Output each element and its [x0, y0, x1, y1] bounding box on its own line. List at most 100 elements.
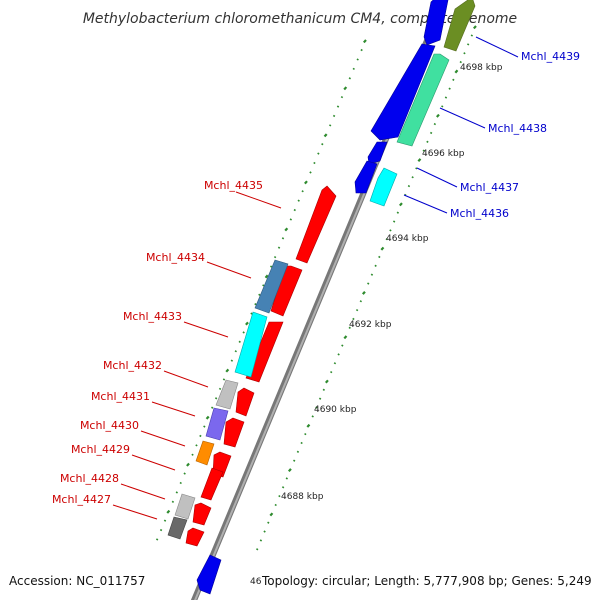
- minor-tick: [441, 105, 444, 108]
- minor-tick: [422, 149, 425, 152]
- minor-tick: [332, 114, 336, 118]
- gene-mchl-4428[interactable]: [174, 493, 196, 520]
- gene-label-mchl-4435[interactable]: Mchl_4435: [204, 179, 263, 192]
- minor-tick: [269, 265, 273, 268]
- minor-tick: [179, 481, 182, 485]
- minor-tick: [297, 199, 300, 202]
- gene-label-mchl-4434[interactable]: Mchl_4434: [146, 251, 205, 264]
- minor-tick: [289, 218, 293, 221]
- major-tick: [304, 180, 308, 185]
- gene-mchl-4437[interactable]: [367, 141, 388, 165]
- minor-tick: [300, 441, 303, 445]
- gene-block-red-7[interactable]: [192, 502, 212, 526]
- minor-tick: [348, 326, 351, 329]
- major-tick: [269, 512, 274, 517]
- major-tick: [264, 274, 269, 279]
- gene-label-mchl-4429[interactable]: Mchl_4429: [71, 443, 130, 456]
- minor-tick: [259, 539, 263, 542]
- gene-label-mchl-4433[interactable]: Mchl_4433: [123, 310, 182, 323]
- minor-tick: [273, 255, 277, 259]
- gene-label-mchl-4427[interactable]: Mchl_4427: [52, 493, 111, 506]
- gene-label-mchl-4436[interactable]: Mchl_4436: [450, 207, 509, 220]
- minor-tick: [463, 52, 466, 55]
- major-tick: [399, 202, 403, 207]
- accession-text: Accession: NC_011757: [9, 574, 146, 588]
- reverse-strand: [167, 185, 337, 547]
- minor-tick: [411, 176, 414, 179]
- minor-tick: [262, 284, 265, 287]
- minor-tick: [348, 77, 352, 80]
- major-tick: [363, 39, 367, 44]
- minor-tick: [278, 494, 281, 498]
- major-tick: [287, 468, 292, 473]
- gene-label-mchl-4439[interactable]: Mchl_4439: [521, 50, 580, 63]
- minor-tick: [340, 95, 344, 99]
- gene-block-blue-long[interactable]: [370, 43, 436, 141]
- gene-mchl-4429[interactable]: [200, 467, 224, 501]
- major-tick: [417, 158, 422, 163]
- minor-tick: [448, 87, 451, 90]
- leader-line: [140, 430, 186, 447]
- gene-label-mchl-4431[interactable]: Mchl_4431: [91, 390, 150, 403]
- minor-tick: [396, 211, 400, 214]
- minor-tick: [322, 388, 326, 392]
- minor-tick: [175, 491, 179, 494]
- minor-tick: [211, 406, 214, 409]
- minor-tick: [214, 397, 218, 400]
- gene-mchl-4427[interactable]: [167, 516, 188, 540]
- minor-tick: [367, 282, 370, 285]
- leader-line: [206, 261, 252, 279]
- leader-line: [120, 483, 166, 500]
- major-tick: [186, 462, 190, 467]
- gene-block-red-5[interactable]: [223, 417, 245, 448]
- gene-mchl-4436[interactable]: [369, 167, 398, 207]
- gene-mchl-4431[interactable]: [205, 407, 229, 441]
- gene-block-blue-top[interactable]: [423, 0, 449, 46]
- forward-strand: [196, 0, 476, 595]
- gene-label-mchl-4432[interactable]: Mchl_4432: [103, 359, 162, 372]
- gene-mchl-4439[interactable]: [443, 0, 476, 52]
- gene-label-mchl-4437[interactable]: Mchl_4437: [460, 181, 519, 194]
- gene-block-red-4[interactable]: [235, 387, 255, 417]
- tick-label: 46: [250, 577, 262, 587]
- tick-label: 4692 kbp: [349, 320, 392, 330]
- gene-mchl-4434[interactable]: [254, 259, 289, 314]
- leader-line: [475, 36, 519, 58]
- minor-tick: [356, 58, 359, 61]
- minor-tick: [281, 486, 285, 489]
- minor-tick: [242, 331, 245, 334]
- gene-label-mchl-4430[interactable]: Mchl_4430: [80, 419, 139, 432]
- tick-marks: 4698 kbp 4696 kbp 4694 kbp 4692 kbp 4690 kbp…: [155, 25, 503, 587]
- tick-label: 4696 kbp: [422, 149, 465, 159]
- leader-line: [439, 107, 486, 129]
- gene-block-blue-small[interactable]: [354, 160, 378, 194]
- minor-tick: [328, 124, 332, 127]
- minor-tick: [267, 521, 270, 524]
- minor-tick: [258, 293, 261, 296]
- gene-mchl-4432[interactable]: [215, 379, 239, 410]
- gene-labels: Mchl_4439 Mchl_4438 Mchl_4437 Mchl_4436 Mchl…: [52, 36, 580, 520]
- minor-tick: [311, 415, 314, 418]
- minor-tick: [313, 161, 316, 165]
- gene-mchl-4430[interactable]: [195, 440, 215, 466]
- gene-block-red-8[interactable]: [185, 527, 205, 547]
- minor-tick: [301, 190, 304, 193]
- minor-tick: [407, 184, 411, 188]
- gene-mchl-4433[interactable]: [234, 311, 268, 378]
- minor-tick: [470, 34, 474, 37]
- minor-tick: [389, 229, 392, 232]
- gene-mchl-4435[interactable]: [295, 185, 337, 264]
- gene-mchl-4438[interactable]: [396, 53, 450, 147]
- minor-tick: [191, 453, 194, 456]
- minor-tick: [359, 300, 363, 303]
- leader-line: [416, 167, 458, 188]
- minor-tick: [352, 317, 355, 321]
- minor-tick: [183, 472, 186, 475]
- minor-tick: [433, 122, 437, 126]
- tick-label: 4694 kbp: [386, 234, 429, 244]
- gene-block-blue-bottom[interactable]: [196, 554, 222, 595]
- leader-line: [112, 504, 158, 520]
- gene-label-mchl-4428[interactable]: Mchl_4428: [60, 472, 119, 485]
- gene-label-mchl-4438[interactable]: Mchl_4438: [488, 122, 547, 135]
